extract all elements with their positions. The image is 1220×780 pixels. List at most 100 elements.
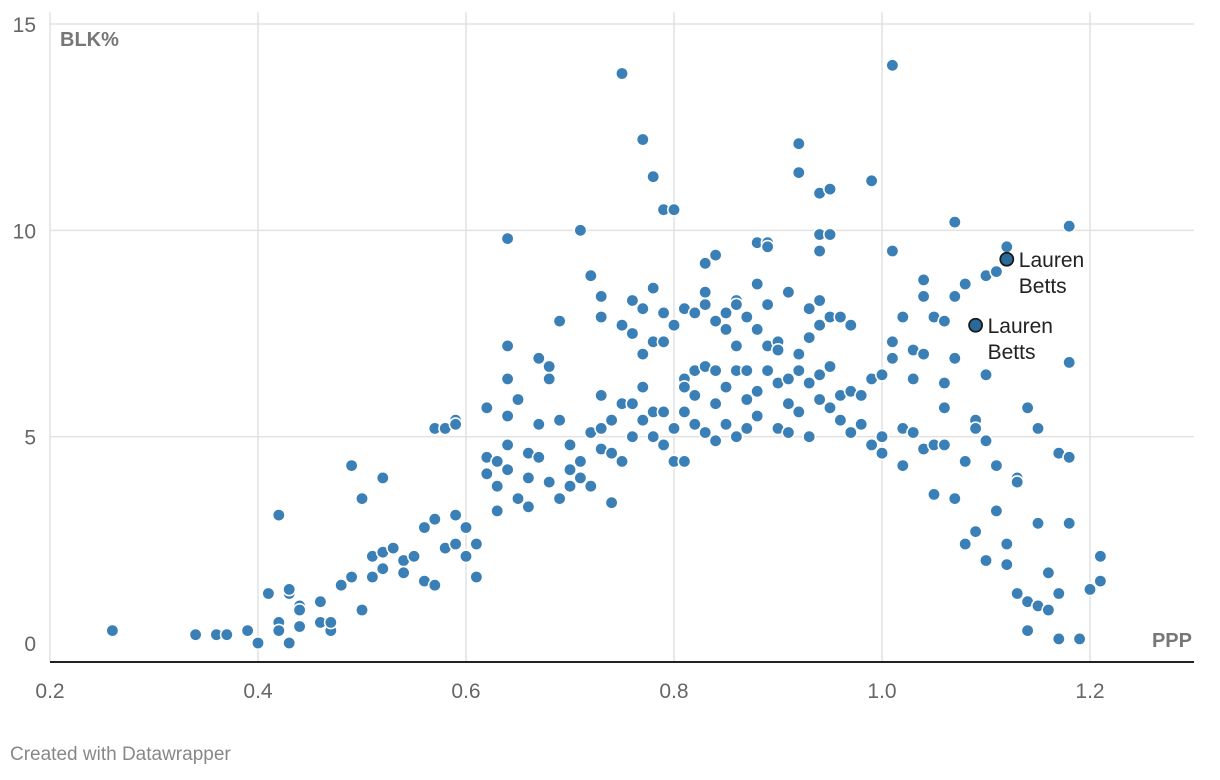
data-point — [594, 388, 609, 403]
data-point — [739, 421, 754, 436]
data-point — [854, 417, 869, 432]
data-point — [906, 371, 921, 386]
data-point — [739, 392, 754, 407]
data-point — [885, 334, 900, 349]
data-point — [739, 363, 754, 378]
data-point — [947, 215, 962, 230]
data-point — [635, 301, 650, 316]
data-point — [552, 314, 567, 329]
data-point — [968, 524, 983, 539]
data-point — [968, 421, 983, 436]
data-point — [396, 565, 411, 580]
data-point — [604, 495, 619, 510]
data-point — [822, 227, 837, 242]
data-point — [947, 491, 962, 506]
data-point — [1093, 549, 1108, 564]
data-point — [1010, 586, 1025, 601]
data-point — [781, 425, 796, 440]
data-point — [354, 491, 369, 506]
data-point — [500, 437, 515, 452]
data-point — [1041, 602, 1056, 617]
data-point — [635, 413, 650, 428]
data-point — [854, 388, 869, 403]
data-point — [562, 462, 577, 477]
data-point — [926, 487, 941, 502]
data-point — [656, 404, 671, 419]
x-tick-label: 0.2 — [35, 680, 64, 703]
data-point — [874, 446, 889, 461]
data-point — [708, 363, 723, 378]
data-point — [958, 536, 973, 551]
data-point — [864, 173, 879, 188]
gridlines — [49, 12, 1194, 662]
x-axis-title: PPP — [1152, 630, 1192, 652]
data-point — [542, 475, 557, 490]
data-point — [906, 425, 921, 440]
data-point — [1051, 586, 1066, 601]
data-point — [594, 289, 609, 304]
data-point — [354, 602, 369, 617]
data-point — [542, 359, 557, 374]
data-point — [989, 503, 1004, 518]
data-point — [635, 132, 650, 147]
data-point — [791, 404, 806, 419]
data-point — [760, 363, 775, 378]
point-annotation: Lauren Betts — [1019, 249, 1084, 298]
data-point — [427, 578, 442, 593]
data-point — [874, 367, 889, 382]
y-tick-labels: 0 5 10 15 — [13, 14, 36, 656]
data-point — [531, 351, 546, 366]
data-point — [282, 582, 297, 597]
data-point — [885, 244, 900, 259]
data-point — [791, 347, 806, 362]
data-point — [521, 470, 536, 485]
data-point — [1083, 582, 1098, 597]
data-point — [646, 281, 661, 296]
data-point — [573, 470, 588, 485]
data-point — [292, 602, 307, 617]
data-point — [1031, 516, 1046, 531]
data-point — [916, 289, 931, 304]
data-point — [625, 326, 640, 341]
y-tick-label: 5 — [24, 427, 36, 450]
data-point — [188, 627, 203, 642]
data-point — [947, 289, 962, 304]
data-point — [833, 309, 848, 324]
data-point — [677, 380, 692, 395]
data-point — [812, 392, 827, 407]
data-point — [386, 541, 401, 556]
data-point — [625, 429, 640, 444]
data-point — [375, 470, 390, 485]
data-point — [833, 413, 848, 428]
data-point — [698, 256, 713, 271]
data-point — [770, 342, 785, 357]
data-point — [791, 165, 806, 180]
highlighted-points: Lauren Betts Lauren Betts — [968, 249, 1084, 364]
x-tick-label: 0.8 — [659, 680, 688, 703]
data-point — [895, 309, 910, 324]
data-point — [729, 338, 744, 353]
data-point — [666, 318, 681, 333]
x-tick-label: 1.2 — [1075, 680, 1104, 703]
data-point — [594, 421, 609, 436]
data-point — [646, 429, 661, 444]
data-point — [614, 66, 629, 81]
data-point — [573, 454, 588, 469]
highlighted-point — [999, 251, 1015, 267]
data-point — [708, 248, 723, 263]
data-point — [812, 293, 827, 308]
data-point — [677, 454, 692, 469]
data-point — [105, 623, 120, 638]
data-point — [594, 309, 609, 324]
data-point — [718, 380, 733, 395]
data-point — [427, 512, 442, 527]
data-point — [802, 330, 817, 345]
data-point — [313, 594, 328, 609]
data-point — [625, 396, 640, 411]
data-point — [365, 569, 380, 584]
data-point — [978, 433, 993, 448]
data-point — [292, 619, 307, 634]
data-point — [729, 297, 744, 312]
data-point — [490, 503, 505, 518]
data-point — [708, 314, 723, 329]
